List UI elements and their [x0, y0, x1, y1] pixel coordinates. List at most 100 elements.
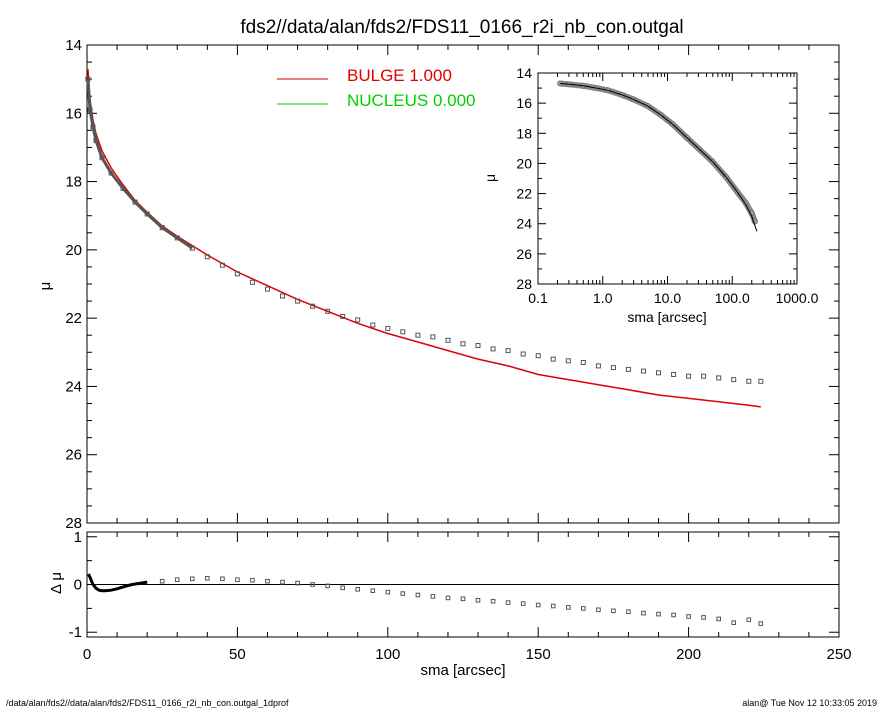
- main-y-tick-label: 20: [65, 242, 82, 259]
- inset-y-tick-label: 14: [516, 65, 532, 81]
- data-point: [580, 360, 586, 365]
- residual-point: [701, 615, 706, 620]
- residual-point: [415, 592, 421, 598]
- residual-y-tick-label: -1: [69, 624, 82, 641]
- residual-x-tick-label: 200: [676, 646, 701, 663]
- residual-x-tick-label: 250: [826, 646, 851, 663]
- inset-x-tick-label: 1000.0: [776, 290, 819, 306]
- data-point: [445, 337, 451, 343]
- data-point: [641, 368, 646, 374]
- residual-y-axis-label: Δ μ: [48, 572, 65, 594]
- main-y-tick-label: 18: [65, 174, 82, 191]
- data-point: [295, 298, 301, 304]
- residual-point: [174, 577, 180, 583]
- residual-dense-curve: [87, 573, 148, 593]
- residual-point: [325, 583, 330, 589]
- data-point: [656, 370, 661, 376]
- residual-point: [566, 605, 571, 610]
- residual-point: [430, 594, 436, 599]
- data-point: [535, 353, 541, 359]
- data-point-band: [86, 78, 194, 250]
- bulge-model-line: [87, 68, 761, 408]
- data-point: [746, 378, 752, 384]
- residual-point: [250, 577, 255, 583]
- residual-point: [671, 612, 676, 618]
- residual-point: [686, 614, 691, 619]
- inset-x-tick-label: 1.0: [593, 290, 613, 306]
- residual-point: [340, 585, 345, 591]
- residual-point: [400, 591, 406, 596]
- data-point: [204, 254, 210, 260]
- inset-y-tick-label: 28: [516, 276, 532, 292]
- residual-x-tick-label: 150: [526, 646, 551, 663]
- footer-filename: /data/alan/fds2//data/alan/fds2/FDS11_01…: [6, 698, 289, 708]
- residual-point: [280, 579, 285, 585]
- inset-y-tick-label: 18: [516, 125, 532, 141]
- data-point: [625, 366, 631, 372]
- data-point: [234, 271, 240, 277]
- residual-x-tick-label: 100: [375, 646, 400, 663]
- chart-title: fds2//data/alan/fds2/FDS11_0166_r2i_nb_c…: [240, 17, 683, 38]
- residual-point: [520, 601, 526, 606]
- residual-x-tick-label: 50: [229, 646, 246, 663]
- residual-point: [581, 606, 586, 611]
- data-point: [430, 334, 436, 340]
- main-y-axis-label: μ: [37, 282, 54, 291]
- main-plot: 14 16 18 20 22 24 26 28 μ BULGE 1.000 NUCLEUS 0…: [37, 37, 840, 532]
- residual-y-tick-label: 1: [74, 529, 82, 546]
- residual-point: [460, 596, 466, 602]
- residual-point: [310, 582, 315, 587]
- legend-bulge-label: BULGE 1.000: [347, 66, 452, 85]
- residual-point: [596, 607, 601, 613]
- inset-y-tick-label: 16: [516, 95, 532, 111]
- residual-point: [716, 616, 722, 622]
- residual-point: [731, 620, 737, 626]
- data-point: [415, 332, 421, 338]
- data-point: [280, 293, 285, 299]
- residual-point: [235, 577, 240, 583]
- residual-point: [385, 589, 391, 595]
- data-point: [610, 365, 616, 371]
- inset-x-tick-label: 0.1: [528, 290, 548, 306]
- data-point: [671, 372, 677, 377]
- data-point: [249, 279, 255, 285]
- residual-point: [220, 576, 225, 582]
- data-point: [565, 358, 571, 364]
- data-point: [370, 322, 376, 328]
- inset-y-axis-label: μ: [482, 174, 498, 182]
- data-point: [731, 377, 737, 383]
- data-point: [701, 373, 707, 379]
- data-point: [520, 351, 526, 357]
- residual-point: [190, 576, 195, 582]
- inset-y-tick-label: 22: [516, 186, 532, 202]
- residual-point: [205, 576, 210, 581]
- main-y-tick-label: 22: [65, 310, 82, 327]
- data-point: [716, 375, 722, 381]
- inset-model-line: [560, 83, 758, 232]
- legend: BULGE 1.000 NUCLEUS 0.000: [277, 66, 476, 110]
- data-point: [400, 329, 406, 335]
- data-point: [505, 348, 511, 354]
- main-y-tick-label: 16: [65, 105, 82, 122]
- inset-y-tick-label: 20: [516, 155, 532, 171]
- residual-point: [611, 608, 616, 614]
- main-y-tick-label: 26: [65, 447, 82, 464]
- residual-point: [159, 578, 165, 584]
- data-point: [475, 343, 481, 348]
- residual-point: [355, 587, 360, 592]
- residual-point: [295, 580, 300, 586]
- residual-plot: 10-10 50 100 150 200 250 Δ μ sma [arcsec]: [48, 529, 852, 679]
- residual-point: [265, 578, 270, 584]
- residual-point: [550, 603, 556, 609]
- residual-point: [626, 609, 631, 615]
- residual-point: [475, 598, 481, 603]
- inset-y-tick-label: 26: [516, 246, 532, 262]
- data-point: [325, 308, 331, 314]
- inset-y-tick-label: 24: [516, 216, 532, 232]
- residual-point: [535, 602, 541, 608]
- residual-point: [746, 617, 752, 623]
- main-y-tick-label: 14: [65, 37, 82, 54]
- residual-x-tick-label: 0: [83, 646, 91, 663]
